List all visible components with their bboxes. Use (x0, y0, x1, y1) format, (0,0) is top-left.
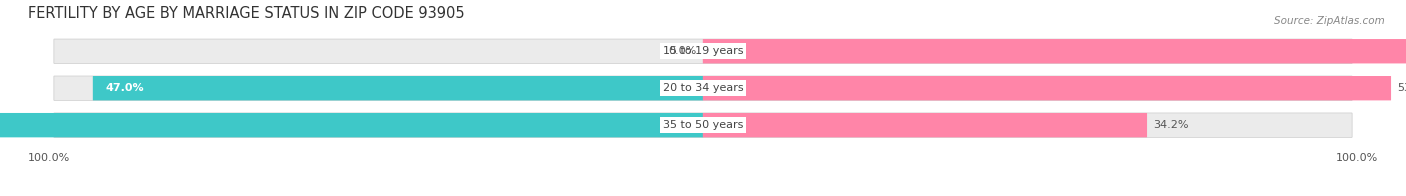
FancyBboxPatch shape (703, 39, 1406, 64)
Text: 53.0%: 53.0% (1398, 83, 1406, 93)
Text: 34.2%: 34.2% (1153, 120, 1189, 130)
Text: FERTILITY BY AGE BY MARRIAGE STATUS IN ZIP CODE 93905: FERTILITY BY AGE BY MARRIAGE STATUS IN Z… (28, 6, 465, 21)
Text: 15 to 19 years: 15 to 19 years (662, 46, 744, 56)
FancyBboxPatch shape (53, 39, 1353, 64)
Text: 35 to 50 years: 35 to 50 years (662, 120, 744, 130)
FancyBboxPatch shape (703, 113, 1147, 137)
FancyBboxPatch shape (93, 76, 703, 100)
FancyBboxPatch shape (0, 113, 703, 137)
Text: 100.0%: 100.0% (28, 153, 70, 163)
Text: 0.0%: 0.0% (668, 46, 696, 56)
FancyBboxPatch shape (703, 76, 1391, 100)
Text: 100.0%: 100.0% (1336, 153, 1378, 163)
Text: 47.0%: 47.0% (105, 83, 145, 93)
FancyBboxPatch shape (53, 76, 1353, 100)
Text: 20 to 34 years: 20 to 34 years (662, 83, 744, 93)
Text: Source: ZipAtlas.com: Source: ZipAtlas.com (1274, 16, 1385, 26)
FancyBboxPatch shape (53, 113, 1353, 137)
